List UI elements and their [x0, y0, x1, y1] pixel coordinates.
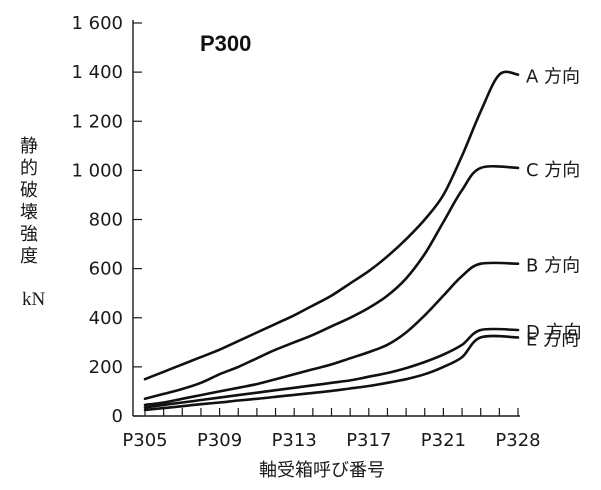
y-tick-label: 0	[112, 406, 123, 427]
x-ticks: P305 P309 P313 P317 P321 P328	[122, 408, 541, 451]
series-label: C 方向	[526, 160, 580, 181]
y-axis-label-char: 度	[20, 246, 38, 267]
y-tick-label: 1 000	[71, 160, 123, 181]
y-axis-label-char: 破	[20, 180, 38, 201]
series-line	[143, 261, 520, 407]
y-tick-label: 800	[89, 210, 123, 231]
y-axis-label-char: 強	[20, 224, 38, 245]
chart-title: P300	[200, 31, 251, 56]
y-ticks: 0 200 400 600 800 1 000 1 200 1 400 1 600	[71, 13, 142, 427]
series-label: E 方向	[526, 329, 579, 350]
y-tick-label: 200	[89, 357, 123, 378]
y-axis-label-char: 的	[20, 158, 38, 179]
x-tick-label: P317	[346, 430, 391, 451]
series-lines	[143, 70, 520, 412]
series-line	[143, 164, 520, 401]
x-tick-label: P313	[272, 430, 317, 451]
series-labels: A 方向 C 方向 B 方向 D 方向E 方向	[526, 67, 582, 351]
x-tick-label: P309	[197, 430, 242, 451]
y-axis-unit: kN	[22, 289, 46, 310]
x-tick-label: P328	[495, 430, 540, 451]
series-label: A 方向	[526, 67, 580, 88]
x-tick-label: P321	[421, 430, 466, 451]
x-axis-label: 軸受箱呼び番号	[259, 460, 385, 481]
y-axis-label-char: 静	[20, 136, 38, 157]
y-tick-label: 600	[89, 259, 123, 280]
series-line	[143, 334, 520, 412]
y-tick-label: 1 400	[71, 62, 123, 83]
series-line	[143, 70, 520, 381]
y-tick-label: 400	[89, 308, 123, 329]
series-label: D 方向	[526, 322, 582, 343]
y-tick-label: 1 600	[71, 13, 123, 34]
series-label: B 方向	[526, 256, 580, 277]
series-line	[143, 327, 520, 409]
y-axis-label-char: 壊	[20, 202, 38, 223]
y-tick-label: 1 200	[71, 111, 123, 132]
x-tick-label: P305	[122, 430, 167, 451]
